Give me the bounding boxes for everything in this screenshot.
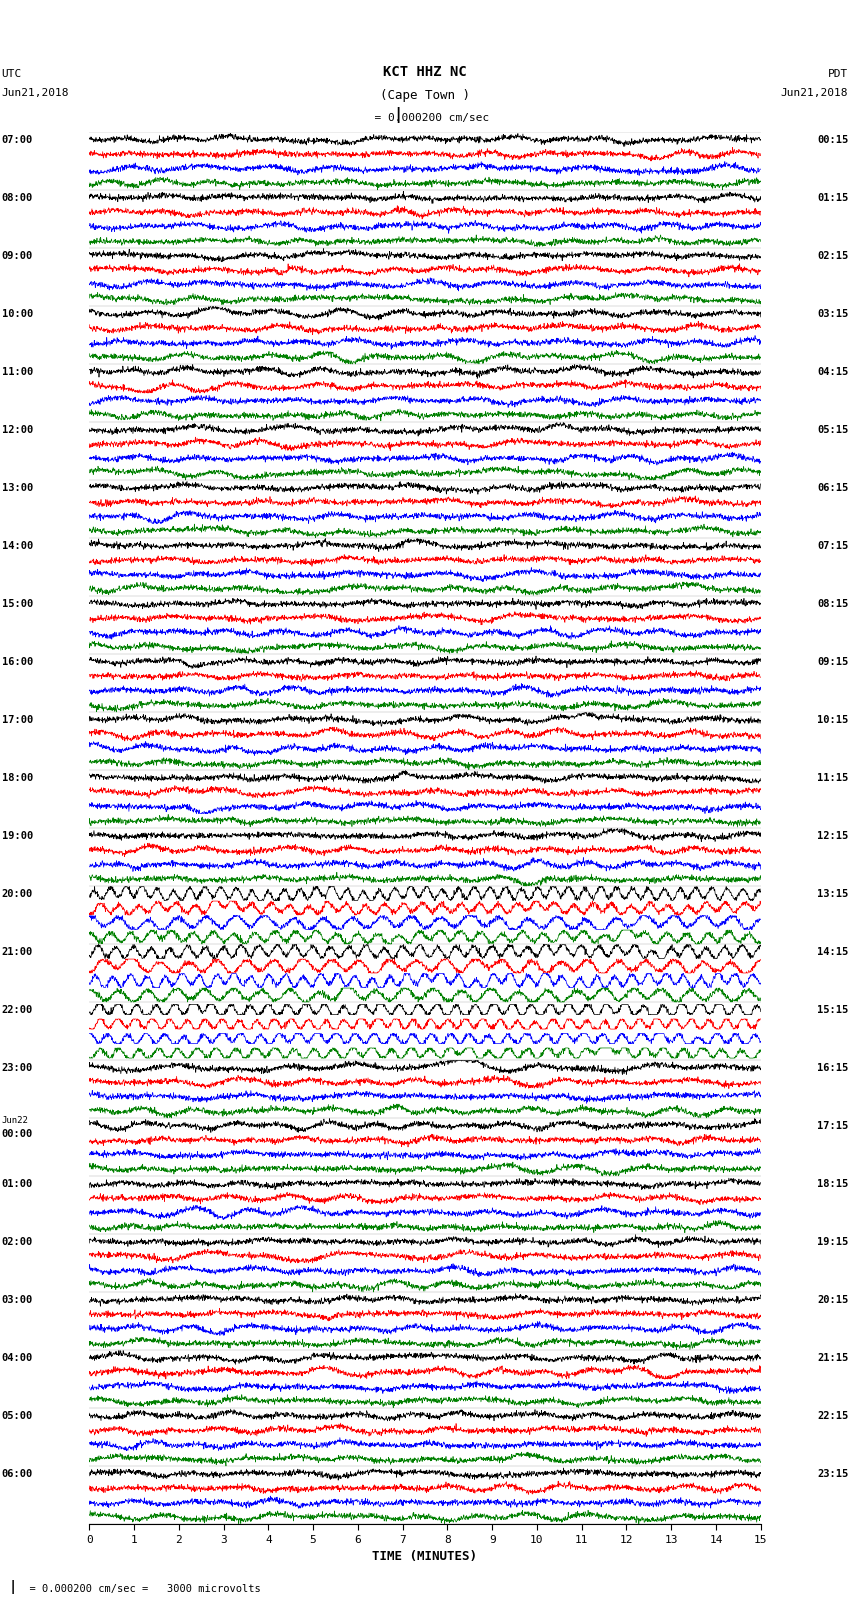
- Text: 18:15: 18:15: [817, 1179, 848, 1189]
- Text: 07:15: 07:15: [817, 540, 848, 550]
- Text: 04:15: 04:15: [817, 366, 848, 376]
- Text: 14:00: 14:00: [2, 540, 33, 550]
- Text: 02:15: 02:15: [817, 250, 848, 261]
- Text: 06:00: 06:00: [2, 1468, 33, 1479]
- Text: 16:15: 16:15: [817, 1063, 848, 1073]
- Text: 10:15: 10:15: [817, 715, 848, 724]
- Text: 15:00: 15:00: [2, 598, 33, 608]
- Text: Jun21,2018: Jun21,2018: [2, 89, 69, 98]
- Text: 19:15: 19:15: [817, 1237, 848, 1247]
- Text: 21:15: 21:15: [817, 1353, 848, 1363]
- Text: Jun21,2018: Jun21,2018: [781, 89, 848, 98]
- Text: 13:00: 13:00: [2, 482, 33, 492]
- Text: 05:15: 05:15: [817, 424, 848, 434]
- X-axis label: TIME (MINUTES): TIME (MINUTES): [372, 1550, 478, 1563]
- Text: 01:00: 01:00: [2, 1179, 33, 1189]
- Text: KCT HHZ NC: KCT HHZ NC: [383, 65, 467, 79]
- Text: 12:15: 12:15: [817, 831, 848, 840]
- Text: 22:15: 22:15: [817, 1410, 848, 1421]
- Text: 20:15: 20:15: [817, 1295, 848, 1305]
- Text: 16:00: 16:00: [2, 656, 33, 666]
- Text: 06:15: 06:15: [817, 482, 848, 492]
- Text: 08:15: 08:15: [817, 598, 848, 608]
- Text: 08:00: 08:00: [2, 192, 33, 203]
- Text: 02:00: 02:00: [2, 1237, 33, 1247]
- Text: 09:15: 09:15: [817, 656, 848, 666]
- Text: 23:00: 23:00: [2, 1063, 33, 1073]
- Text: UTC: UTC: [2, 69, 22, 79]
- Text: 13:15: 13:15: [817, 889, 848, 898]
- Text: 23:15: 23:15: [817, 1468, 848, 1479]
- Text: 01:15: 01:15: [817, 192, 848, 203]
- Text: 17:15: 17:15: [817, 1121, 848, 1131]
- Text: 17:00: 17:00: [2, 715, 33, 724]
- Text: 03:15: 03:15: [817, 308, 848, 318]
- Text: |: |: [8, 1579, 17, 1594]
- Text: PDT: PDT: [828, 69, 848, 79]
- Text: Jun22: Jun22: [2, 1116, 29, 1126]
- Text: 11:00: 11:00: [2, 366, 33, 376]
- Text: 07:00: 07:00: [2, 134, 33, 145]
- Text: 21:00: 21:00: [2, 947, 33, 957]
- Text: 15:15: 15:15: [817, 1005, 848, 1015]
- Text: |: |: [394, 106, 402, 123]
- Text: 14:15: 14:15: [817, 947, 848, 957]
- Text: = 0.000200 cm/sec =   3000 microvolts: = 0.000200 cm/sec = 3000 microvolts: [17, 1584, 261, 1594]
- Text: (Cape Town ): (Cape Town ): [380, 89, 470, 102]
- Text: 19:00: 19:00: [2, 831, 33, 840]
- Text: 11:15: 11:15: [817, 773, 848, 782]
- Text: 04:00: 04:00: [2, 1353, 33, 1363]
- Text: 10:00: 10:00: [2, 308, 33, 318]
- Text: 18:00: 18:00: [2, 773, 33, 782]
- Text: 00:15: 00:15: [817, 134, 848, 145]
- Text: 12:00: 12:00: [2, 424, 33, 434]
- Text: 20:00: 20:00: [2, 889, 33, 898]
- Text: 00:00: 00:00: [2, 1129, 33, 1139]
- Text: 09:00: 09:00: [2, 250, 33, 261]
- Text: 22:00: 22:00: [2, 1005, 33, 1015]
- Text: 03:00: 03:00: [2, 1295, 33, 1305]
- Text: 05:00: 05:00: [2, 1410, 33, 1421]
- Text: = 0.000200 cm/sec: = 0.000200 cm/sec: [361, 113, 489, 123]
